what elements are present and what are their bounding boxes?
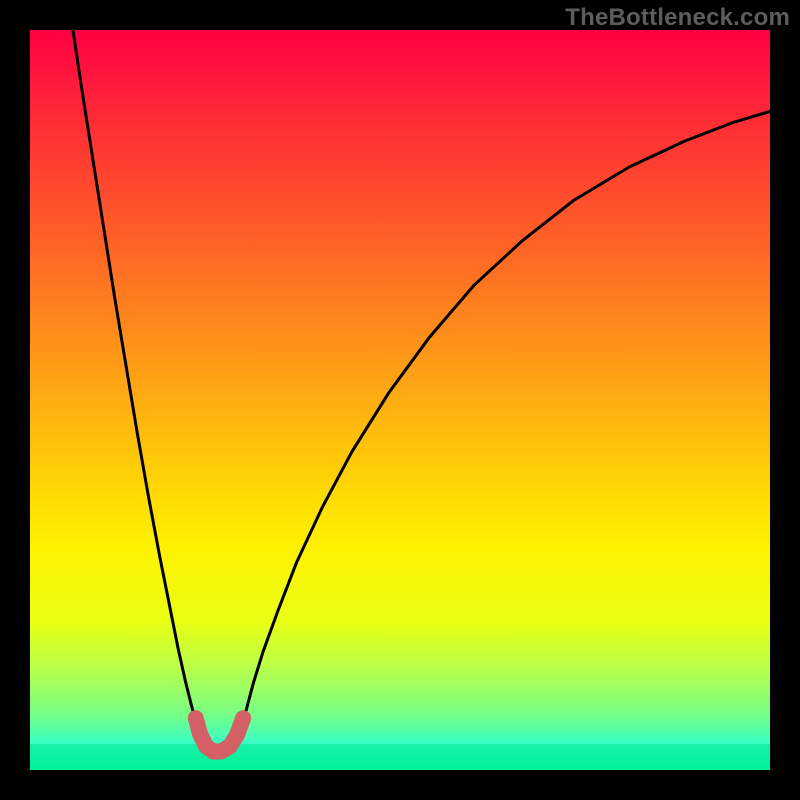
watermark-text: TheBottleneck.com [565, 4, 790, 32]
bottleneck-chart [30, 30, 770, 770]
chart-frame: TheBottleneck.com [0, 0, 800, 800]
chart-svg [30, 30, 770, 770]
optimal-band [30, 744, 770, 770]
gradient-background [30, 30, 770, 770]
